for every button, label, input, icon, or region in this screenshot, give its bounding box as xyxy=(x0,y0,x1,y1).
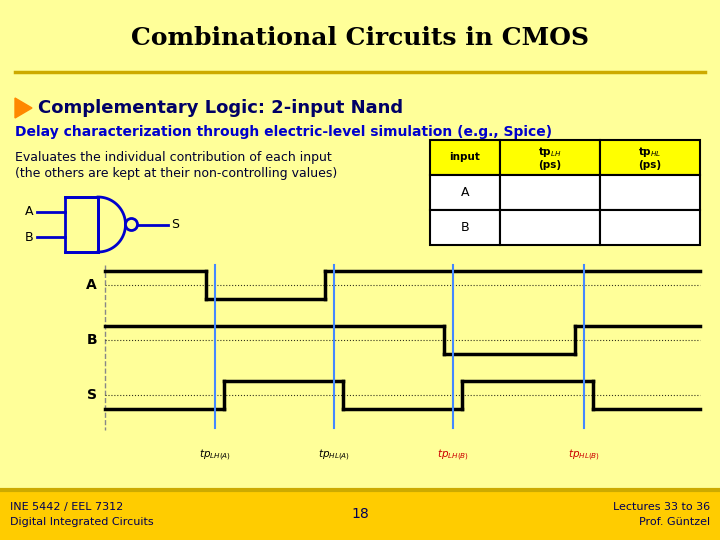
Text: Combinational Circuits in CMOS: Combinational Circuits in CMOS xyxy=(131,26,589,50)
Text: A: A xyxy=(86,278,97,292)
Text: $\mathit{tp}_{LH(B)}$: $\mathit{tp}_{LH(B)}$ xyxy=(437,448,469,463)
Bar xyxy=(600,175,700,210)
Bar xyxy=(430,175,500,210)
Text: A: A xyxy=(461,186,469,199)
Text: S: S xyxy=(171,218,179,231)
Text: Complementary Logic: 2-input Nand: Complementary Logic: 2-input Nand xyxy=(38,99,403,117)
Text: tp$_{HL}$
(ps): tp$_{HL}$ (ps) xyxy=(638,145,662,170)
Text: B: B xyxy=(86,333,97,347)
Bar xyxy=(0,490,720,540)
Text: input: input xyxy=(449,152,480,163)
Bar xyxy=(600,140,700,175)
Text: Evaluates the individual contribution of each input: Evaluates the individual contribution of… xyxy=(15,152,332,165)
Text: (the others are kept at their non-controlling values): (the others are kept at their non-contro… xyxy=(15,166,337,179)
Bar xyxy=(430,210,500,245)
Text: Digital Integrated Circuits: Digital Integrated Circuits xyxy=(10,517,153,527)
Text: B: B xyxy=(461,221,469,234)
Text: B: B xyxy=(24,231,33,244)
Text: S: S xyxy=(87,388,97,402)
Text: $\mathit{tp}_{LH(A)}$: $\mathit{tp}_{LH(A)}$ xyxy=(199,448,231,463)
Bar xyxy=(65,197,98,252)
Text: 18: 18 xyxy=(351,507,369,521)
Polygon shape xyxy=(15,98,32,118)
Text: tp$_{LH}$
(ps): tp$_{LH}$ (ps) xyxy=(538,145,562,170)
Bar xyxy=(430,140,500,175)
Text: $\mathit{tp}_{HL(A)}$: $\mathit{tp}_{HL(A)}$ xyxy=(318,448,350,463)
Text: Prof. Güntzel: Prof. Güntzel xyxy=(639,517,710,527)
Text: Lectures 33 to 36: Lectures 33 to 36 xyxy=(613,502,710,512)
Bar xyxy=(500,140,600,175)
Circle shape xyxy=(125,219,138,231)
Text: $\mathit{tp}_{HL(B)}$: $\mathit{tp}_{HL(B)}$ xyxy=(568,448,600,463)
Text: INE 5442 / EEL 7312: INE 5442 / EEL 7312 xyxy=(10,502,123,512)
Bar xyxy=(500,210,600,245)
Bar xyxy=(600,210,700,245)
Text: Delay characterization through electric-level simulation (e.g., Spice): Delay characterization through electric-… xyxy=(15,125,552,139)
Bar xyxy=(500,175,600,210)
Text: A: A xyxy=(24,205,33,218)
